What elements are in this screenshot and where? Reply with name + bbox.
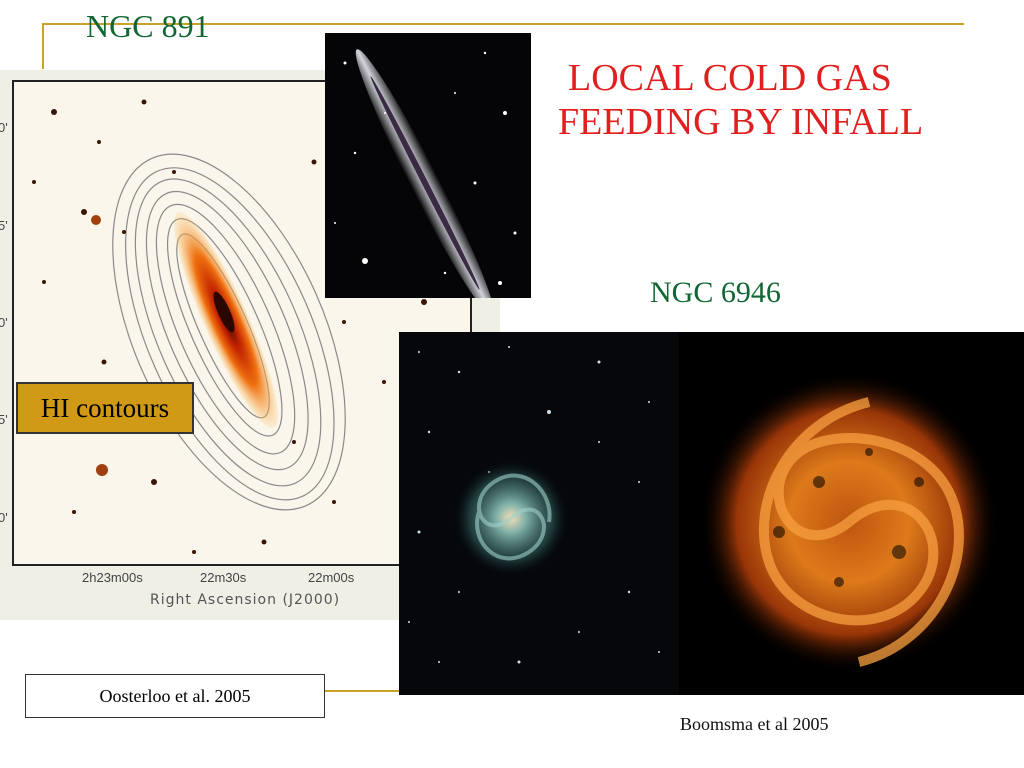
y-tick-2: 5' [0,218,8,233]
ngc891-edge-on-galaxy [334,49,517,298]
ngc6946-spiral-images [399,332,999,695]
y-tick-3: 0' [0,315,8,330]
y-tick-5: 0' [0,510,8,525]
frame-top-line [42,23,964,25]
slide-title: LOCAL COLD GAS FEEDING BY INFALL [558,56,923,144]
ngc6946-title: NGC 6946 [650,276,781,309]
y-tick-4: 5' [0,412,8,427]
ngc891-title: NGC 891 [86,8,210,44]
ngc891-optical-image [325,33,531,298]
x-tick-2: 22m30s [200,570,247,585]
x-tick-3: 22m00s [308,570,355,585]
x-tick-1: 2h23m00s [82,570,143,585]
ngc6946-image-pair [399,332,1024,695]
citation-oosterloo: Oosterloo et al. 2005 [25,674,325,718]
citation-boomsma: Boomsma et al 2005 [680,714,829,734]
frame-bottom-line [325,690,405,692]
hi-contour-map [32,99,456,554]
frame-left-line [42,23,44,69]
slide-title-line-2: FEEDING BY INFALL [558,101,924,143]
y-tick-1: 0' [0,120,8,135]
x-axis-label: Right Ascension (J2000) [150,592,341,608]
hi-contours-label: HI contours [16,382,194,434]
slide-title-line-1: LOCAL COLD GAS [568,57,892,99]
